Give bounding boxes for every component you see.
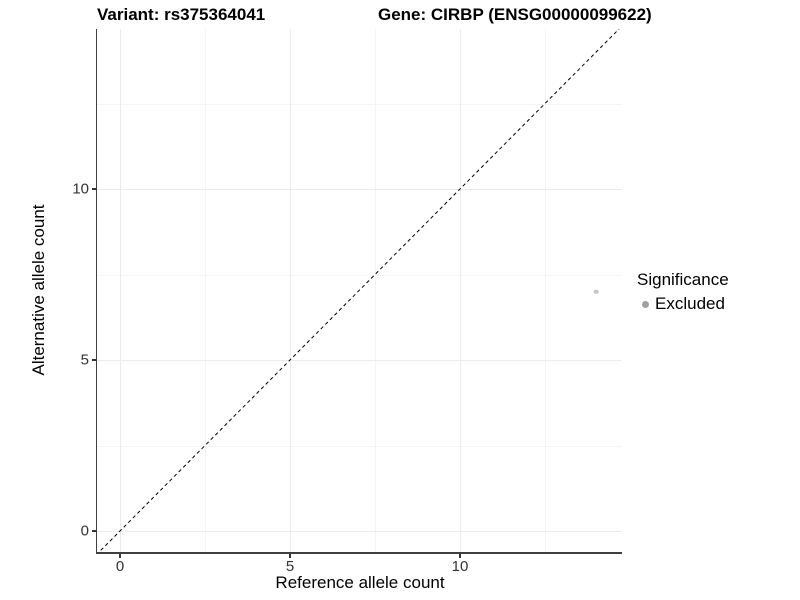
identity-line	[98, 29, 620, 552]
gridline-x-major	[290, 29, 291, 552]
gridline-y-major	[97, 360, 622, 361]
gridline-y-minor	[97, 274, 622, 276]
legend-entry-label: Excluded	[655, 294, 725, 313]
gridline-x-major	[460, 29, 461, 552]
y-axis-tick-label: 5	[80, 351, 89, 369]
legend-key	[635, 295, 655, 313]
y-axis-title: Alternative allele count	[29, 204, 48, 376]
y-axis-tick	[91, 188, 96, 190]
x-axis-title: Reference allele count	[275, 573, 445, 592]
y-axis-tick-label: 0	[80, 522, 89, 540]
data-point-excluded	[593, 289, 599, 294]
gridline-x-major	[120, 29, 121, 552]
gridline-x-minor	[375, 29, 376, 552]
gridline-y-major	[97, 531, 622, 532]
x-axis-tick	[289, 553, 291, 558]
x-axis-tick	[119, 553, 121, 558]
plot-title-variant: Variant: rs375364041	[97, 5, 266, 24]
x-axis-tick	[459, 553, 461, 558]
legend: Significance Excluded	[637, 270, 729, 314]
legend-entry-excluded: Excluded	[637, 294, 729, 314]
x-axis-tick-label: 0	[115, 558, 125, 575]
legend-title: Significance	[637, 270, 729, 289]
legend-point-icon	[641, 300, 649, 308]
gridline-x-minor	[545, 29, 546, 552]
y-axis-tick	[91, 530, 96, 532]
gridline-y-minor	[97, 103, 622, 105]
x-axis-line	[95, 552, 622, 554]
gridline-y-minor	[97, 445, 622, 447]
gridline-y-major	[97, 189, 622, 190]
y-axis-tick-label: 10	[72, 180, 89, 198]
x-axis-tick-label: 10	[451, 558, 469, 575]
gridline-x-minor	[205, 29, 206, 552]
plot-panel	[97, 29, 622, 552]
x-axis-tick-label: 5	[285, 558, 295, 575]
y-axis-tick	[91, 359, 96, 361]
y-axis-line	[95, 29, 98, 554]
plot-title-gene: Gene: CIRBP (ENSG00000099622)	[378, 5, 652, 24]
